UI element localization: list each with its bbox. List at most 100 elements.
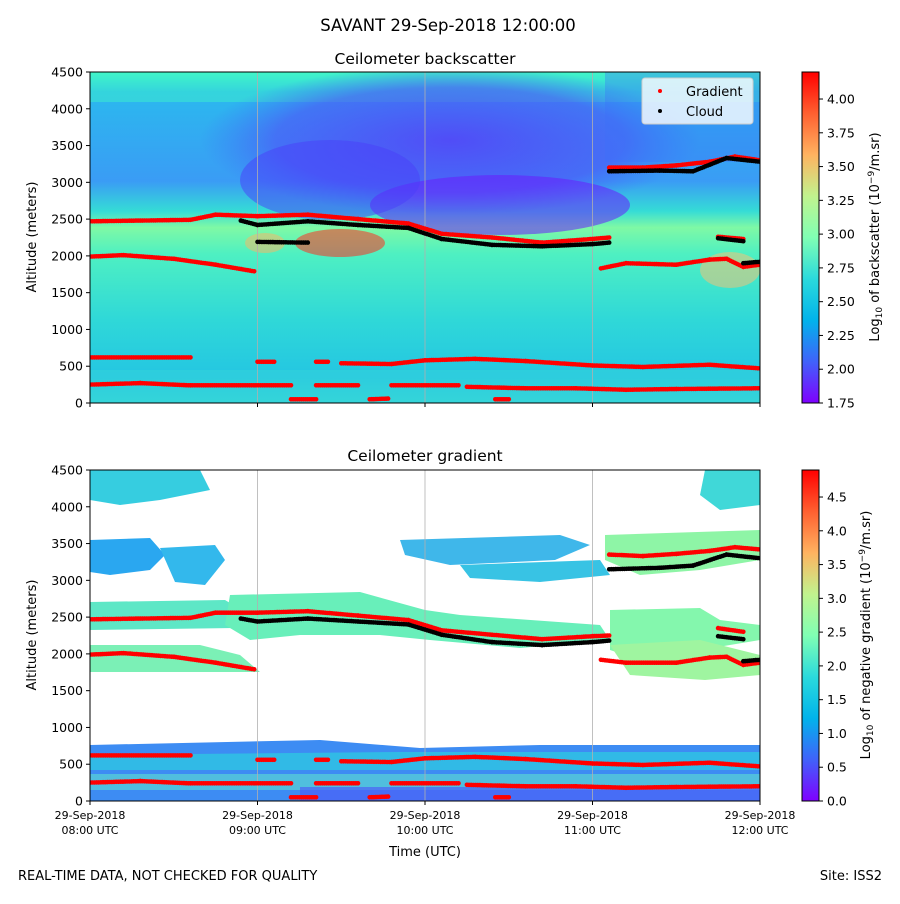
colorbar-tick-label: 2.25 [827,328,855,343]
gradient-panel: Ceilometer gradient 0 500 1000 1500 2000 2500… [25,447,876,860]
gradient-point [325,757,331,763]
series-gradient-segment [313,383,361,388]
y-tick-label: 1000 [51,720,83,735]
backscatter-y-axis: 0 500 1000 1500 2000 2500 3000 3500 4000 4500 [51,65,90,411]
gradient-x-axis: 29-Sep-2018 08:00 UTC 29-Sep-2018 09:00 UTC… [55,801,796,837]
gradient-point [288,781,294,786]
series-gradient-segment [389,781,461,786]
series-gradient-segment [90,650,257,672]
y-tick-label: 1500 [51,683,83,698]
colorbar-tick-label: 3.00 [827,227,855,242]
series-gradient-segment [389,383,461,388]
series-gradient-segment [464,384,760,393]
colorbar-tick-label: 4.0 [827,523,847,538]
cloud-point [757,259,760,265]
series-gradient-segment [493,397,512,402]
series-gradient-segment [313,359,331,365]
colorbar-tick-label: 2.00 [827,362,855,377]
series-gradient-segment [90,380,294,388]
gradient-colorbar-ticks: 0.0 0.5 1.0 1.5 2.0 2.5 3.0 3.5 4.0 4.5 [819,490,847,809]
y-tick-label: 2500 [51,212,83,227]
series-gradient-segment [288,795,319,800]
gradient-point [355,383,361,388]
x-tick-time: 10:00 UTC [396,824,453,837]
series-gradient-segment [493,795,512,800]
backscatter-series [90,154,760,402]
series-cloud-segment [715,235,746,244]
series-gradient-segment [90,753,193,758]
gradient-point [506,795,512,800]
legend-gradient-label: Gradient [686,85,743,100]
gradient-point [606,235,612,240]
series-gradient-segment [313,757,331,763]
x-tick-time: 11:00 UTC [564,824,621,837]
gradient-point [606,633,612,638]
series-gradient-segment [339,356,760,371]
gradient-point [313,397,319,402]
y-tick-label: 3500 [51,536,83,551]
y-tick-label: 4500 [51,65,83,80]
gradient-point [741,629,746,635]
x-tick-time: 09:00 UTC [229,824,286,837]
cloud-point [305,240,311,245]
backscatter-title: Ceilometer backscatter [335,50,517,68]
y-tick-label: 3000 [51,573,83,588]
series-gradient-segment [90,778,294,786]
gradient-point [355,781,361,786]
series-cloud-segment [238,616,612,648]
cloud-point [606,240,612,245]
colorbar-tick-label: 3.75 [827,125,855,140]
colorbar-tick-label: 3.5 [827,557,847,572]
x-tick-time: 08:00 UTC [61,824,118,837]
series-gradient-segment [715,625,746,635]
series-gradient-segment [598,256,760,271]
colorbar-tick-label: 3.50 [827,159,855,174]
series-gradient-segment [288,397,319,402]
series-cloud-segment [606,155,760,174]
colorbar-tick-label: 1.5 [827,692,847,707]
y-tick-label: 4000 [51,499,83,514]
gradient-point [757,547,760,552]
y-tick-label: 1000 [51,322,83,337]
legend-cloud-marker [658,109,662,113]
figure-title: SAVANT 29-Sep-2018 12:00:00 [320,16,576,35]
series-gradient-segment [367,794,391,800]
cloud-point [606,638,612,643]
gradient-point [188,355,193,360]
gradient-colorbar-label: Log10 of negative gradient (10−9/m.sr) [858,511,876,760]
x-tick-date: 29-Sep-2018 [725,809,796,822]
footer-disclaimer: REAL-TIME DATA, NOT CHECKED FOR QUALITY [18,869,318,884]
backscatter-colorbar [801,71,820,404]
series-gradient-segment [339,754,760,769]
gradient-point [757,764,760,769]
gradient-point [385,396,391,401]
y-tick-label: 4500 [51,463,83,478]
series-gradient-segment [598,654,760,668]
colorbar-tick-label: 0.5 [827,760,847,775]
series-cloud-segment [741,259,760,266]
gradient-point [313,795,319,800]
colorbar-tick-label: 2.5 [827,625,847,640]
cloud-point [757,657,760,663]
backscatter-colorbar-label: Log10 of backscatter (10−9/m.sr) [867,132,885,341]
backscatter-panel: Ceilometer backscatter 0 500 1000 1500 2000 2… [25,50,885,411]
x-tick-date: 29-Sep-2018 [222,809,293,822]
series-cloud-segment [255,239,311,245]
footer-site: Site: ISS2 [819,869,882,884]
x-tick-date: 29-Sep-2018 [55,809,126,822]
gradient-point [506,397,512,402]
series-gradient-segment [90,212,612,245]
cloud-point [741,238,746,244]
x-axis-label: Time (UTC) [388,845,461,860]
colorbar-tick-label: 0.0 [827,794,847,809]
y-tick-label: 3500 [51,138,83,153]
gradient-point [188,753,193,758]
y-tick-label: 0 [75,794,83,809]
y-tick-label: 500 [59,757,83,772]
backscatter-colorbar-ticks: 1.75 2.00 2.25 2.50 2.75 3.00 3.25 3.50 3.75 4.00 [819,92,855,411]
colorbar-tick-label: 4.5 [827,490,847,505]
y-tick-label: 3000 [51,175,83,190]
y-tick-label: 4000 [51,101,83,116]
gradient-point [385,794,391,799]
colorbar-tick-label: 2.75 [827,260,855,275]
